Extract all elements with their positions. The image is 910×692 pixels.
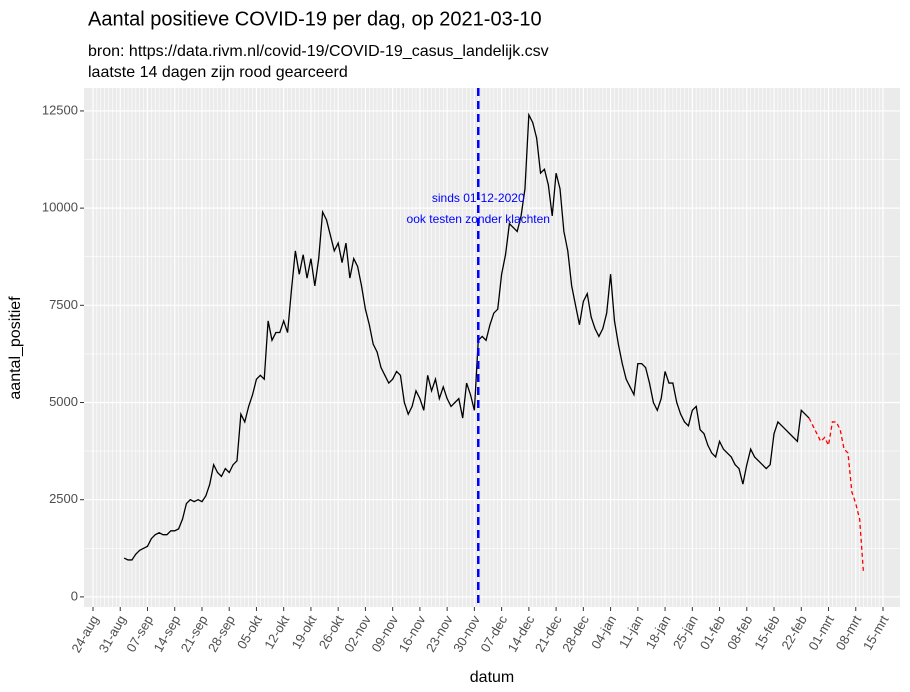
x-tick-label: 05-okt — [234, 612, 265, 651]
x-axis-label: datum — [470, 669, 514, 686]
annotation: ook testen zonder klachten — [407, 212, 550, 226]
chart-title: Aantal positieve COVID-19 per dag, op 20… — [88, 8, 542, 30]
y-tick-label: 2500 — [49, 491, 78, 506]
y-tick-label: 12500 — [42, 102, 78, 117]
x-tick-label: 19-okt — [288, 612, 319, 651]
x-tick-label: 04-jan — [588, 613, 619, 652]
y-tick-label: 10000 — [42, 200, 78, 215]
x-tick-label: 01-mrt — [805, 612, 837, 652]
x-tick-label: 28-sep — [205, 613, 238, 655]
x-tick-label: 25-jan — [670, 613, 701, 652]
x-tick-label: 18-jan — [643, 613, 674, 652]
x-tick-label: 08-feb — [724, 613, 755, 652]
x-tick-label: 08-mrt — [833, 612, 865, 652]
panel — [84, 88, 900, 607]
x-tick-label: 01-feb — [697, 613, 728, 652]
x-tick-label: 15-feb — [751, 613, 782, 652]
y-tick-label: 0 — [71, 588, 78, 603]
x-tick-label: 12-okt — [261, 612, 292, 651]
y-tick-label: 5000 — [49, 394, 78, 409]
data-line — [808, 417, 865, 574]
x-tick-label: 31-aug — [96, 613, 129, 656]
annotation: sinds 01-12-2020 — [432, 191, 525, 205]
y-axis-label: aantal_positief — [7, 296, 24, 400]
x-tick-label: 11-jan — [616, 613, 647, 651]
x-tick-label: 28-dec — [559, 612, 592, 654]
data-line — [123, 112, 810, 561]
y-tick-label: 7500 — [49, 297, 78, 312]
x-tick-label: 15-mrt — [860, 612, 892, 652]
subtitle: laatste 14 dagen zijn rood gearceerd — [88, 64, 348, 81]
subtitle: bron: https://data.rivm.nl/covid-19/COVI… — [88, 43, 549, 60]
